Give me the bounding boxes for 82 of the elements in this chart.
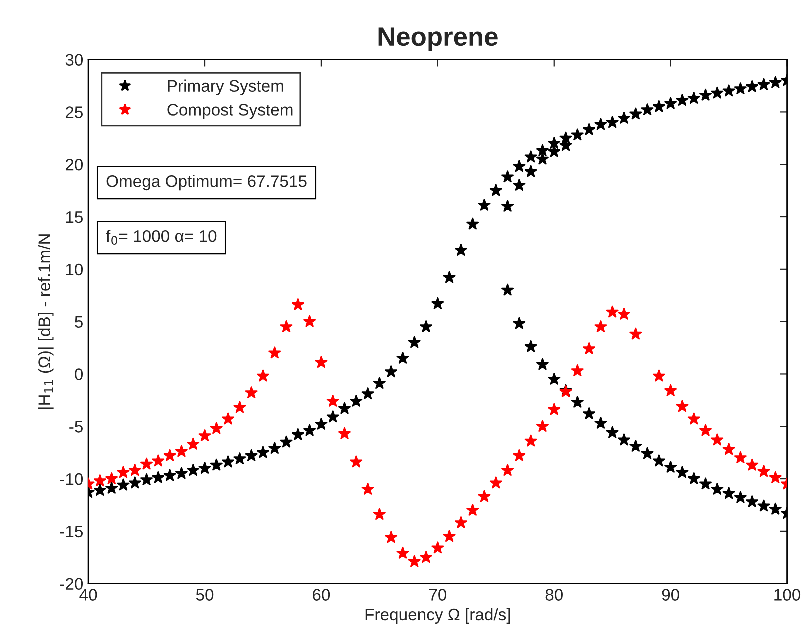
point [187,438,200,450]
point [350,456,363,468]
point [164,449,176,462]
point [175,445,188,458]
y-tick-label: -20 [60,578,84,590]
point [618,308,630,320]
point [478,490,491,502]
point [571,364,584,376]
point [140,458,153,470]
point [513,449,526,462]
point [117,466,130,478]
point [583,342,596,354]
point [652,370,666,382]
y-tick-label: -10 [60,473,84,486]
point [106,472,118,484]
y-axis-title: |H$_{11}$ (Ω)| [dB] - ref.1m/N [38,234,54,410]
x-tick-label: 60 [313,589,330,601]
point [396,546,410,559]
point [688,412,700,425]
point [466,504,480,516]
point [664,384,678,396]
x-tick-label: 80 [546,589,563,601]
y-tick-label: 10 [66,264,84,276]
point [548,403,561,416]
point [268,346,282,359]
y-tick-label: -5 [70,421,83,433]
point [292,298,304,310]
legend-label: Primary System [168,80,284,96]
point [722,443,736,456]
point [536,420,549,432]
y-tick-label: -15 [60,526,83,538]
point [373,508,386,520]
point [676,400,689,412]
annotation: Omega Optimum= 67.7515 [106,175,307,191]
x-tick-label: 50 [196,589,214,601]
point [490,476,502,489]
y-tick-label: 30 [66,54,84,66]
x-tick-label: 90 [662,589,680,601]
point [362,483,374,495]
x-tick-label: 40 [80,589,98,601]
chart-title: Neoprene [378,28,498,52]
point [700,424,712,436]
point [594,320,608,332]
point [711,434,724,446]
x-axis-title: Frequency Ω [rad/s] [366,608,510,624]
y-tick-label: 5 [75,316,83,328]
point [385,531,398,544]
point [210,422,223,434]
point [257,370,270,382]
point [94,474,106,487]
point [769,471,782,484]
point [315,356,328,368]
point [420,551,432,564]
point [758,465,770,478]
point [338,427,351,440]
point [245,386,258,398]
x-tick-label: 70 [430,589,447,601]
point [326,394,340,407]
point [432,542,444,554]
annotation: f$_{0}$= 1000 α= 10 [106,230,217,245]
point [234,401,246,414]
point [222,412,235,425]
point [524,434,538,447]
y-tick-label: 20 [66,159,84,171]
point [746,458,759,471]
y-tick-label: 15 [66,212,83,224]
point [280,320,293,332]
point [443,530,456,542]
point [304,315,316,328]
point [734,452,747,464]
point [502,464,514,476]
x-tick-label: 100 [774,589,801,601]
y-tick-label: 0 [75,368,84,380]
point [408,555,421,568]
y-tick-label: 25 [66,106,83,118]
point [606,306,619,318]
point [128,464,142,476]
point [630,328,642,340]
point [454,516,468,528]
point [152,454,165,467]
legend-label: Compost System [168,104,293,120]
point [198,430,212,442]
